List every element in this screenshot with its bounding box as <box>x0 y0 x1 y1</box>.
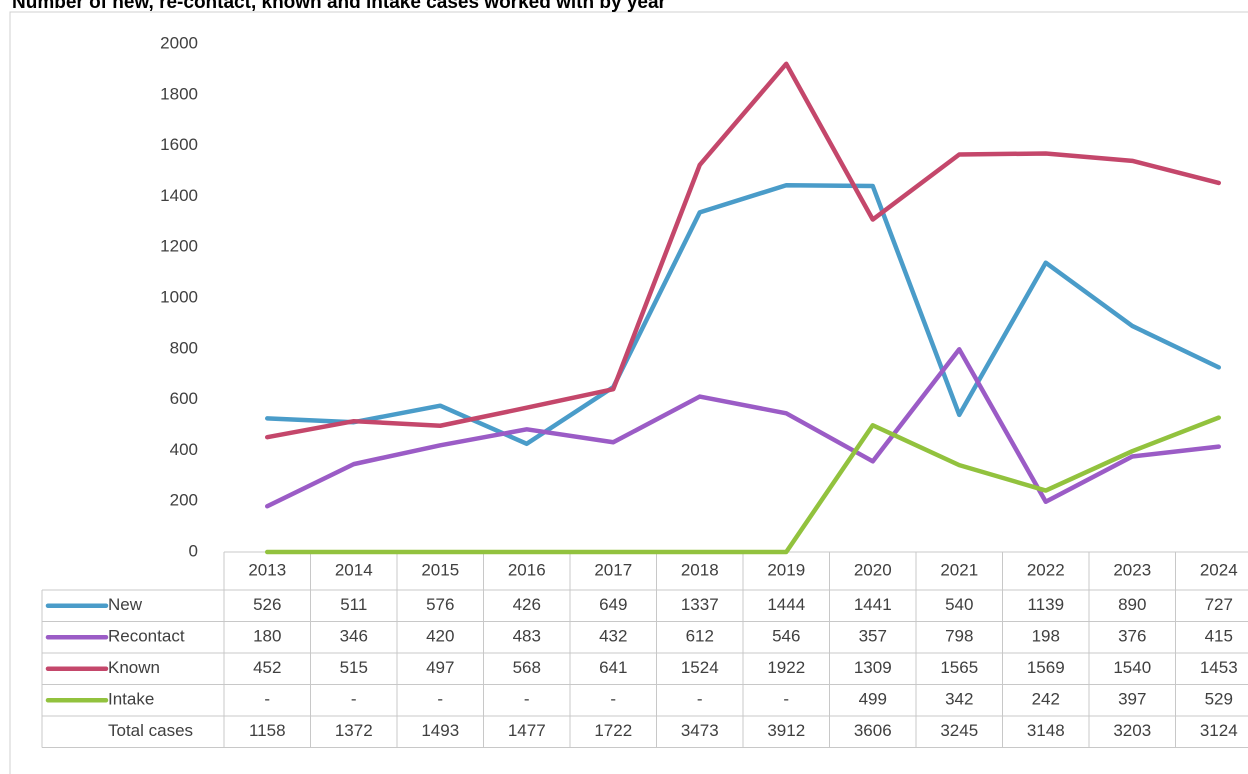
table-value: 483 <box>513 627 541 646</box>
totals-label: Total cases <box>108 721 193 740</box>
table-value: 3124 <box>1200 721 1238 740</box>
x-tick-label: 2024 <box>1200 560 1238 579</box>
y-tick-label: 1800 <box>160 84 198 103</box>
table-value: 1524 <box>681 658 719 677</box>
table-value: 1922 <box>767 658 805 677</box>
chart-border <box>9 11 1248 774</box>
x-tick-label: 2019 <box>767 560 805 579</box>
x-tick-label: 2014 <box>335 560 373 579</box>
table-value: 529 <box>1205 690 1233 709</box>
x-tick-label: 2021 <box>940 560 978 579</box>
y-tick-label: 0 <box>189 541 198 560</box>
table-value: 198 <box>1032 627 1060 646</box>
table-value: - <box>783 690 789 709</box>
table-value: - <box>610 690 616 709</box>
x-tick-label: 2020 <box>854 560 892 579</box>
table-value: 1540 <box>1113 658 1151 677</box>
table-value: 3912 <box>767 721 805 740</box>
table-value: 342 <box>945 690 973 709</box>
table-value: 649 <box>599 595 627 614</box>
table-value: - <box>351 690 357 709</box>
x-tick-label: 2013 <box>248 560 286 579</box>
x-tick-label: 2017 <box>594 560 632 579</box>
table-value: 497 <box>426 658 454 677</box>
series-line <box>265 347 1221 509</box>
table-value: 3606 <box>854 721 892 740</box>
y-tick-label: 1600 <box>160 135 198 154</box>
table-value: 1139 <box>1027 595 1064 614</box>
chart-title: Number of new, re-contact, known and int… <box>12 0 667 13</box>
table-value: 890 <box>1118 595 1146 614</box>
table-value: 1493 <box>421 721 459 740</box>
table-value: 420 <box>426 627 454 646</box>
table-value: 540 <box>945 595 973 614</box>
legend-label: Intake <box>108 690 154 709</box>
series-line <box>265 182 1221 447</box>
y-tick-label: 1200 <box>160 237 198 256</box>
series-line <box>265 415 1221 555</box>
table-value: 1569 <box>1027 658 1065 677</box>
table-value: 3203 <box>1113 721 1151 740</box>
legend-label: Recontact <box>108 627 185 646</box>
y-tick-label: 200 <box>170 491 198 510</box>
table-value: 612 <box>686 627 714 646</box>
table-value: 526 <box>253 595 281 614</box>
table-value: 397 <box>1118 690 1146 709</box>
table-value: 546 <box>772 627 800 646</box>
table-value: 1565 <box>940 658 978 677</box>
table-value: 3148 <box>1027 721 1065 740</box>
table-value: 1453 <box>1200 658 1238 677</box>
table-value: 426 <box>513 595 541 614</box>
x-tick-label: 2023 <box>1113 560 1151 579</box>
table-value: 242 <box>1032 690 1060 709</box>
table-value: 432 <box>599 627 627 646</box>
y-tick-label: 800 <box>170 338 198 357</box>
table-value: 1309 <box>854 658 892 677</box>
table-value: 3473 <box>681 721 719 740</box>
y-tick-label: 600 <box>170 389 198 408</box>
table-value: 1722 <box>594 721 632 740</box>
table-value: 346 <box>340 627 368 646</box>
table-value: 515 <box>340 658 368 677</box>
legend-label: Known <box>108 658 160 677</box>
table-value: 1441 <box>854 595 892 614</box>
table-value: 499 <box>859 690 887 709</box>
table-value: 1372 <box>335 721 373 740</box>
table-value: - <box>697 690 703 709</box>
y-tick-label: 2000 <box>160 33 198 52</box>
table-value: 3245 <box>940 721 978 740</box>
x-tick-label: 2016 <box>508 560 546 579</box>
table-value: 452 <box>253 658 281 677</box>
series-line <box>265 61 1221 440</box>
x-tick-label: 2022 <box>1027 560 1065 579</box>
table-value: - <box>264 690 270 709</box>
table-value: 511 <box>340 595 367 614</box>
table-value: - <box>524 690 530 709</box>
table-value: 1477 <box>508 721 546 740</box>
table-value: 576 <box>426 595 454 614</box>
table-value: 798 <box>945 627 973 646</box>
table-value: 1337 <box>681 595 719 614</box>
table-value: 1158 <box>249 721 286 740</box>
table-value: 641 <box>599 658 627 677</box>
table-value: 357 <box>859 627 887 646</box>
y-tick-label: 400 <box>170 440 198 459</box>
y-tick-label: 1400 <box>160 186 198 205</box>
legend-label: New <box>108 595 143 614</box>
y-tick-label: 1000 <box>160 287 198 306</box>
x-tick-label: 2018 <box>681 560 719 579</box>
table-value: 568 <box>513 658 541 677</box>
table-value: 1444 <box>767 595 805 614</box>
table-value: 415 <box>1205 627 1233 646</box>
table-value: - <box>437 690 443 709</box>
table-value: 727 <box>1205 595 1233 614</box>
table-value: 376 <box>1118 627 1146 646</box>
x-tick-label: 2015 <box>421 560 459 579</box>
table-value: 180 <box>253 627 281 646</box>
